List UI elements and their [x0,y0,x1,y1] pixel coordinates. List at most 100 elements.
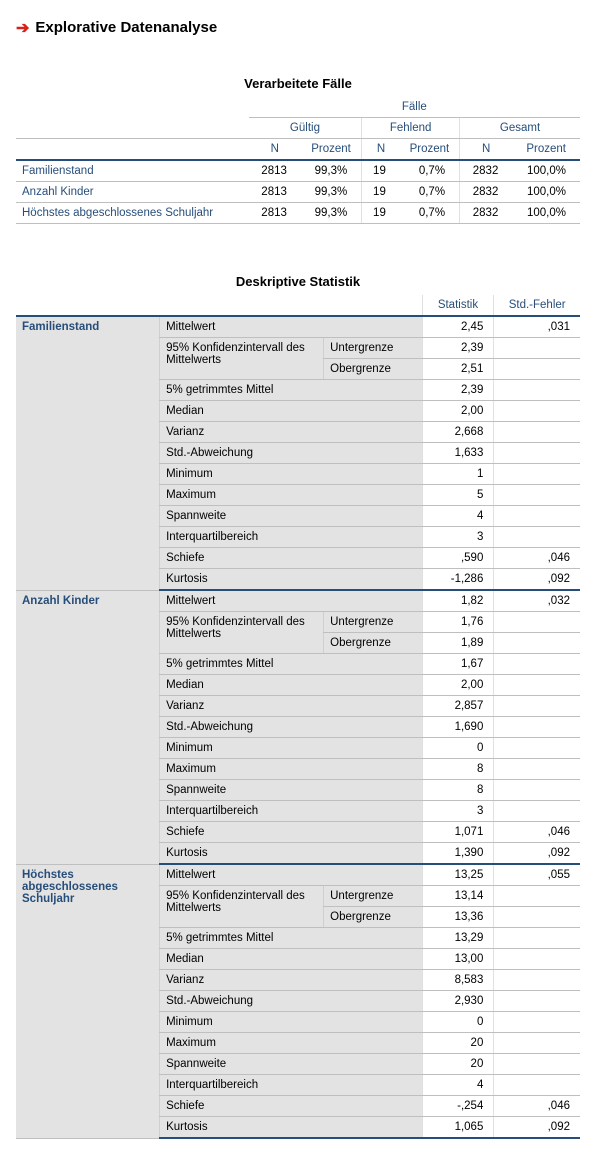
stat-value: 1,89 [422,633,494,654]
cell-pct: 100,0% [512,160,580,182]
row-label: Familienstand [16,160,249,182]
stat-label: Maximum [160,1033,423,1054]
stat-value: -,254 [422,1096,494,1117]
std-error: ,031 [494,316,580,338]
stat-value: 8 [422,759,494,780]
std-error [494,633,580,654]
std-error [494,1054,580,1075]
stat-value: 2,39 [422,380,494,401]
stat-value: 13,25 [422,864,494,886]
stat-label: Kurtosis [160,1117,423,1139]
std-error: ,046 [494,1096,580,1117]
std-error [494,612,580,633]
std-error [494,485,580,506]
table-row: FamilienstandMittelwert2,45,031 [16,316,580,338]
std-error [494,717,580,738]
std-error [494,780,580,801]
std-error: ,046 [494,548,580,569]
stat-label: Median [160,401,423,422]
cell-pct: 100,0% [512,182,580,203]
cell-pct: 0,7% [400,160,460,182]
std-error [494,949,580,970]
stat-label: Schiefe [160,822,423,843]
std-error [494,1033,580,1054]
desc-table-title: Deskriptive Statistik [16,274,580,289]
stat-value: 2,857 [422,696,494,717]
stat-value: 13,36 [422,907,494,928]
ci-lower-label: Untergrenze [324,338,422,359]
stat-value: 2,930 [422,991,494,1012]
ci-upper-label: Obergrenze [324,907,422,928]
var-label: Höchstes abgeschlossenes Schuljahr [16,864,160,1138]
cell-pct: 99,3% [301,160,362,182]
stat-value: 2,39 [422,338,494,359]
cell-n: 19 [362,182,400,203]
stat-label: Spannweite [160,1054,423,1075]
ci-upper-label: Obergrenze [324,633,422,654]
stat-value: 1,82 [422,590,494,612]
std-error [494,907,580,928]
std-error [494,422,580,443]
stat-value: -1,286 [422,569,494,591]
stat-label: 95% Konfidenzintervall des Mittelwerts [160,338,324,380]
stat-value: 1,76 [422,612,494,633]
std-error [494,654,580,675]
cell-n: 2813 [249,203,301,224]
cell-n: 2832 [460,160,513,182]
cases-col-pct: Prozent [400,139,460,161]
std-error [494,1075,580,1096]
std-error [494,359,580,380]
std-error [494,506,580,527]
desc-col-stat: Statistik [422,295,494,316]
stat-value: 13,29 [422,928,494,949]
cell-pct: 0,7% [400,182,460,203]
stat-label: 5% getrimmtes Mittel [160,380,423,401]
stat-label: Interquartilbereich [160,527,423,548]
stat-value: 1,67 [422,654,494,675]
table-row: Anzahl KinderMittelwert1,82,032 [16,590,580,612]
stat-value: 13,00 [422,949,494,970]
cell-n: 19 [362,160,400,182]
stat-label: Interquartilbereich [160,801,423,822]
std-error: ,092 [494,569,580,591]
stat-label: Minimum [160,738,423,759]
table-row: Höchstes abgeschlossenes Schuljahr281399… [16,203,580,224]
stat-label: Spannweite [160,780,423,801]
stat-value: 1 [422,464,494,485]
stat-value: 4 [422,506,494,527]
desc-col-err: Std.-Fehler [494,295,580,316]
stat-label: Schiefe [160,1096,423,1117]
var-label: Familienstand [16,316,160,590]
std-error: ,092 [494,843,580,865]
std-error [494,738,580,759]
stat-value: 0 [422,1012,494,1033]
std-error [494,759,580,780]
std-error [494,443,580,464]
stat-value: 4 [422,1075,494,1096]
std-error [494,991,580,1012]
cases-col-pct: Prozent [301,139,362,161]
ci-lower-label: Untergrenze [324,886,422,907]
cases-col-n: N [249,139,301,161]
ci-lower-label: Untergrenze [324,612,422,633]
stat-label: Minimum [160,464,423,485]
stat-label: Median [160,949,423,970]
stat-value: 8,583 [422,970,494,991]
std-error [494,886,580,907]
page-title: ➔Explorative Datenanalyse [16,18,580,38]
std-error: ,032 [494,590,580,612]
stat-label: Std.-Abweichung [160,443,423,464]
cases-group-total: Gesamt [460,118,580,139]
table-row: Höchstes abgeschlossenes SchuljahrMittel… [16,864,580,886]
stat-value: 20 [422,1054,494,1075]
cases-group-valid: Gültig [249,118,362,139]
stat-value: 2,45 [422,316,494,338]
stat-value: 5 [422,485,494,506]
cases-table: Fälle Gültig Fehlend Gesamt N Prozent N … [16,97,580,224]
cell-n: 2813 [249,160,301,182]
std-error [494,696,580,717]
stat-label: Std.-Abweichung [160,991,423,1012]
stat-label: Kurtosis [160,569,423,591]
cases-group-missing: Fehlend [362,118,460,139]
stat-value: 8 [422,780,494,801]
